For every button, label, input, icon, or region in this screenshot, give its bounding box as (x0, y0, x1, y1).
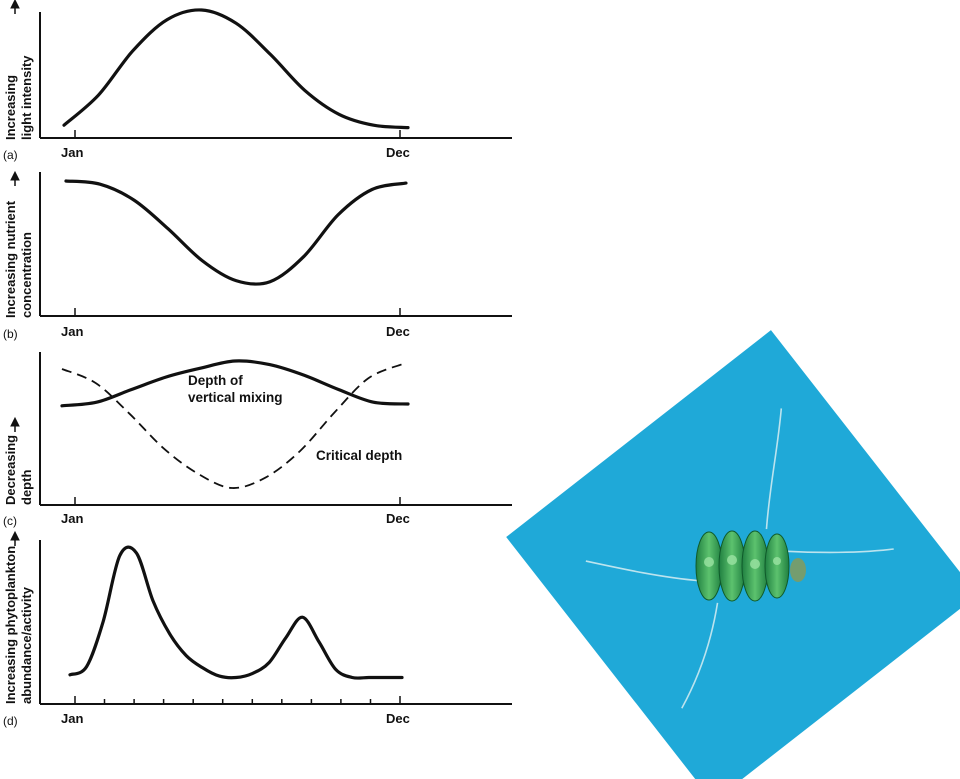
panel-d-ticks (74, 696, 401, 704)
panel-a: Jan Dec (a) Increasing light intensity (3, 8, 512, 162)
panel-c-mixing-depth-curve (60, 359, 410, 408)
panel-b-tick-label-dec: Dec (386, 324, 410, 339)
panel-d-ylabel-line2: abundance/activity (19, 586, 34, 704)
panel-c-letter: (c) (3, 514, 17, 528)
cell-bud (790, 558, 806, 582)
panel-b-letter: (b) (3, 327, 18, 341)
panel-d-tick-label-dec: Dec (386, 711, 410, 726)
cell-4-nucleus (773, 557, 781, 565)
panel-c-ylabel-line2: depth (19, 470, 34, 505)
panel-c-critical-depth-curve (61, 363, 403, 489)
panel-c-annotation-mixing-line2: vertical mixing (188, 390, 283, 405)
spine-2 (681, 602, 719, 709)
spine-3 (765, 408, 783, 530)
cell-2 (718, 530, 746, 602)
cell-3-nucleus (750, 559, 760, 569)
panel-b-tick-label-jan: Jan (61, 324, 83, 339)
panel-c-annotation-mixing-line1: Depth of (188, 373, 243, 388)
panel-c: Jan Dec (c) Decreasing depth Depth of ve… (3, 352, 512, 528)
panel-d-curve (68, 545, 404, 680)
arrow-b-head (10, 170, 20, 181)
spine-4 (783, 548, 894, 554)
panel-c-tick-label-jan: Jan (61, 511, 83, 526)
panel-a-ylabel-line2: light intensity (19, 55, 34, 140)
panel-b-curve (64, 179, 408, 286)
panel-c-ylabel-line1: Decreasing (3, 435, 18, 505)
cell-colony (695, 530, 806, 602)
panel-a-curve (62, 8, 410, 130)
arrow-d-head (10, 530, 20, 541)
panel-d-letter: (d) (3, 714, 18, 728)
phytoplankton-photo (506, 330, 960, 779)
panel-a-tick-label-dec: Dec (386, 145, 410, 160)
panel-b: Jan Dec (b) Increasing nutrient concentr… (3, 172, 512, 341)
panel-c-tick-label-dec: Dec (386, 511, 410, 526)
panel-c-annotation-critical: Critical depth (316, 448, 402, 463)
ylabel-arrows (10, 0, 20, 546)
spines (585, 408, 894, 709)
panel-d: Jan Dec (d) Increasing phytoplankton abu… (3, 540, 512, 728)
arrow-a-head (10, 0, 20, 9)
arrow-c-head (10, 416, 20, 427)
cell-4 (764, 533, 790, 599)
panel-a-ylabel-line1: Increasing (3, 75, 18, 140)
panel-b-ylabel-line2: concentration (19, 232, 34, 318)
cell-2-nucleus (727, 555, 737, 565)
spine-1 (585, 560, 701, 582)
cell-1-nucleus (704, 557, 714, 567)
panel-d-tick-label-jan: Jan (61, 711, 83, 726)
panel-a-letter: (a) (3, 148, 18, 162)
panel-a-tick-label-jan: Jan (61, 145, 83, 160)
panel-d-ylabel-line1: Increasing phytoplankton (3, 546, 18, 704)
panel-b-ylabel-line1: Increasing nutrient (3, 200, 18, 318)
